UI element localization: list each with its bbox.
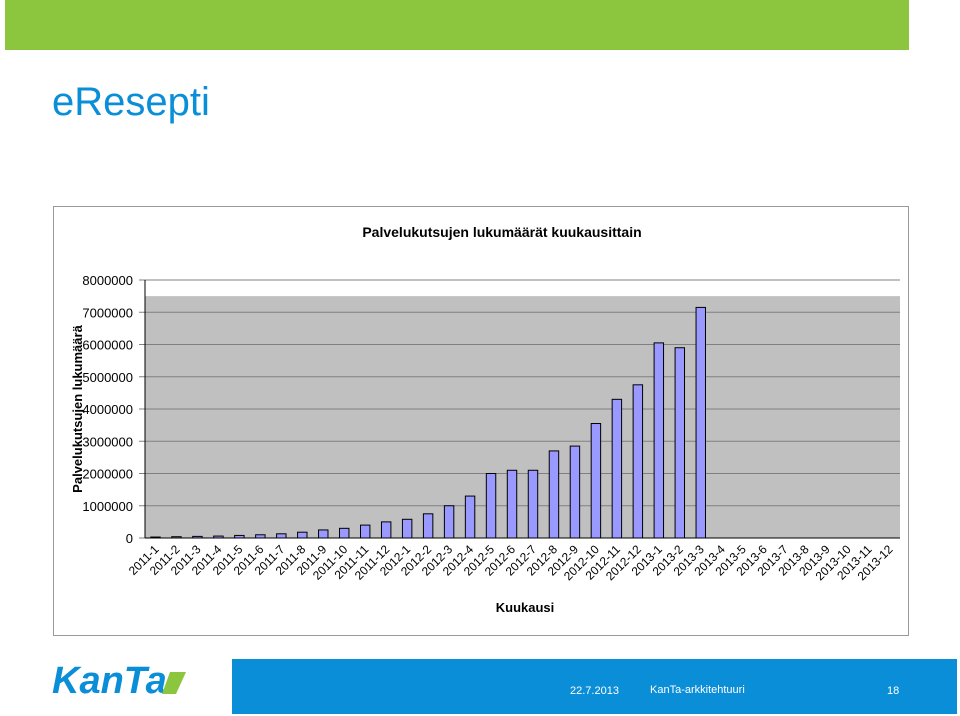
y-tick-label: 2000000 (82, 467, 133, 482)
bar (213, 535, 224, 539)
bar (695, 306, 706, 539)
bar (569, 445, 581, 539)
y-tick-label: 7000000 (82, 305, 133, 320)
page-number: 18 (887, 685, 900, 697)
y-tick-label: 0 (126, 531, 133, 546)
slide-title: eResepti (52, 80, 210, 124)
bar (234, 534, 245, 539)
y-axis-label: Palvelukutsujen lukumäärä (70, 324, 85, 492)
top-accent-bar (5, 0, 909, 50)
bar (297, 531, 308, 539)
kanta-logo: KanTa (52, 660, 192, 702)
bar (359, 524, 371, 539)
y-tick-label: 3000000 (82, 434, 133, 449)
bar (527, 469, 539, 539)
footer-date: 22.7.2013 (570, 685, 619, 697)
bar (443, 505, 455, 539)
bar (318, 529, 329, 539)
bar (611, 398, 623, 539)
y-tick-label: 5000000 (82, 370, 133, 385)
bar (171, 536, 182, 539)
bar (590, 423, 602, 539)
bar (150, 536, 161, 539)
bar (192, 535, 203, 539)
bar (380, 521, 392, 539)
bar (422, 513, 434, 539)
bar (276, 533, 287, 539)
bar (653, 342, 665, 539)
footer-title: KanTa-arkkitehtuuri (650, 684, 745, 696)
bar (674, 347, 686, 539)
bar (255, 534, 266, 539)
plot-band (145, 312, 900, 538)
y-tick-label: 4000000 (82, 402, 133, 417)
bar (401, 518, 413, 539)
y-tick-label: 8000000 (82, 273, 133, 288)
bar (506, 469, 518, 539)
bar (339, 527, 350, 539)
bar-chart: Palvelukutsujen lukumäärät kuukausittain… (70, 224, 900, 615)
chart-frame: Palvelukutsujen lukumäärät kuukausittain… (53, 206, 909, 636)
y-tick-label: 1000000 (82, 499, 133, 514)
bar (548, 450, 560, 539)
svg-text:KanTa: KanTa (52, 660, 167, 700)
y-tick-label: 6000000 (82, 338, 133, 353)
chart-title: Palvelukutsujen lukumäärät kuukausittain (362, 224, 641, 240)
x-axis-label: Kuukausi (496, 600, 555, 615)
footer-bar: 22.7.2013 KanTa-arkkitehtuuri 18 (232, 659, 957, 714)
bar (632, 384, 644, 539)
bar (485, 473, 497, 539)
bar (464, 495, 476, 539)
